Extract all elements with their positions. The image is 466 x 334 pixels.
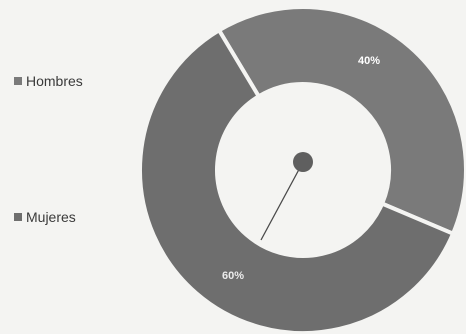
- leader-line: [260, 161, 304, 241]
- legend-swatch-hombres: [14, 77, 22, 85]
- legend-item-hombres: Hombres: [14, 73, 83, 89]
- data-label-hombres: 40%: [358, 55, 380, 67]
- slice-hombres: [216, 5, 466, 237]
- slice-mujeres: [138, 27, 456, 334]
- legend-item-mujeres: Mujeres: [14, 209, 76, 225]
- legend-label-hombres: Hombres: [26, 73, 83, 89]
- legend-swatch-mujeres: [14, 213, 22, 221]
- center-dot: [293, 152, 313, 172]
- chart-legend: Hombres Mujeres: [0, 0, 140, 334]
- data-label-mujeres: 60%: [222, 270, 244, 282]
- donut-slices: [138, 5, 466, 334]
- legend-label-mujeres: Mujeres: [26, 209, 76, 225]
